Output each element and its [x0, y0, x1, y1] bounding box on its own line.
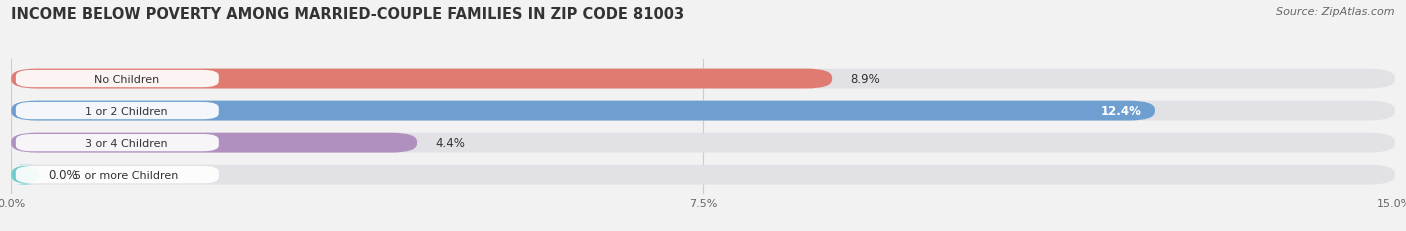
FancyBboxPatch shape	[15, 103, 219, 120]
Text: 3 or 4 Children: 3 or 4 Children	[86, 138, 167, 148]
FancyBboxPatch shape	[11, 69, 1395, 89]
Text: Source: ZipAtlas.com: Source: ZipAtlas.com	[1277, 7, 1395, 17]
FancyBboxPatch shape	[15, 71, 219, 88]
FancyBboxPatch shape	[11, 133, 1395, 153]
FancyBboxPatch shape	[11, 69, 832, 89]
Text: 0.0%: 0.0%	[48, 168, 77, 181]
FancyBboxPatch shape	[11, 165, 1395, 185]
FancyBboxPatch shape	[15, 134, 219, 152]
Text: 1 or 2 Children: 1 or 2 Children	[86, 106, 167, 116]
FancyBboxPatch shape	[11, 101, 1154, 121]
Text: 5 or more Children: 5 or more Children	[75, 170, 179, 180]
Text: INCOME BELOW POVERTY AMONG MARRIED-COUPLE FAMILIES IN ZIP CODE 81003: INCOME BELOW POVERTY AMONG MARRIED-COUPL…	[11, 7, 685, 22]
Text: 12.4%: 12.4%	[1101, 105, 1142, 118]
Text: No Children: No Children	[94, 74, 159, 84]
FancyBboxPatch shape	[11, 133, 418, 153]
FancyBboxPatch shape	[11, 165, 39, 185]
FancyBboxPatch shape	[11, 101, 1395, 121]
Text: 4.4%: 4.4%	[436, 137, 465, 149]
Text: 8.9%: 8.9%	[851, 73, 880, 86]
FancyBboxPatch shape	[15, 166, 219, 183]
